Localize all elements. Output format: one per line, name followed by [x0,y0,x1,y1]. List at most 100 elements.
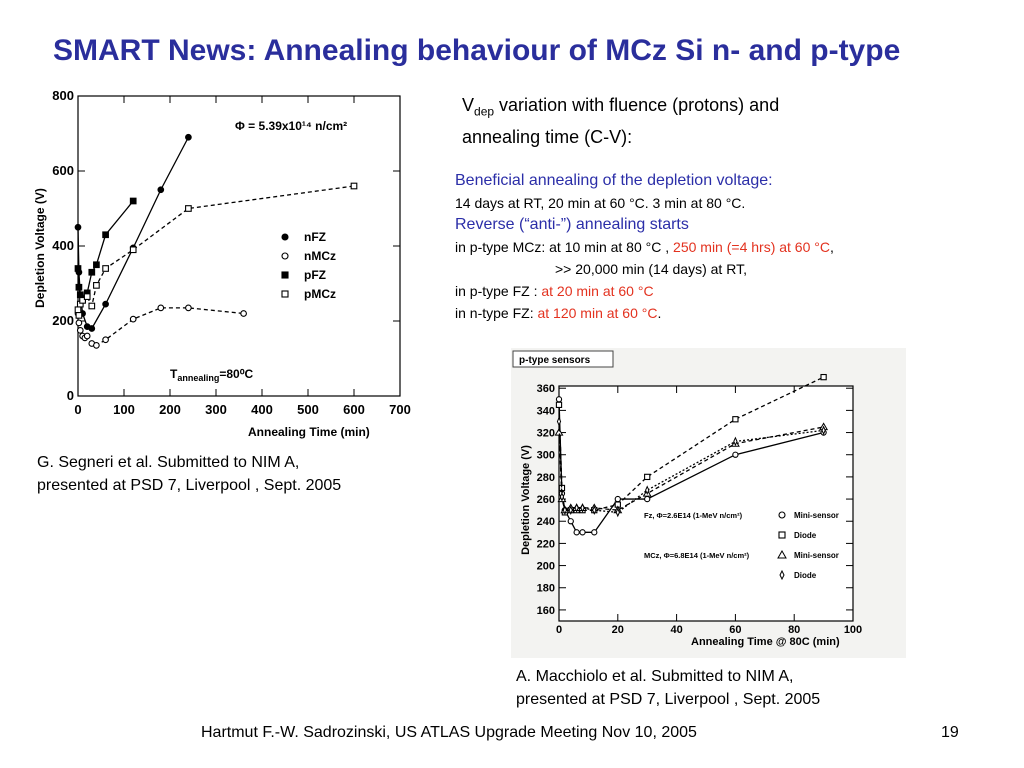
chart1-data-point [157,186,165,194]
chart1-x-tick-label: 500 [297,402,319,417]
chart1-data-point [79,297,86,304]
chart2-legend: Fz, Φ=2.6E14 (1-MeV n/cm²) Mini-sensor Dio… [644,511,839,581]
annealing-notes: Beneficial annealing of the depletion vo… [455,170,834,324]
chart2-x-tick-label: 60 [729,624,741,636]
chart1-y-tick-label: 400 [52,238,74,253]
chart2-data-point [555,401,563,408]
chart2-series-line [558,421,824,514]
notes-heading-reverse: Reverse (“anti-”) annealing starts [455,216,689,233]
chart2-legend-label: Mini-sensor [794,511,839,520]
chart1-legend-marker [281,252,289,260]
chart2-data-point [555,396,563,403]
chart2-series-line [558,426,824,512]
chart2-x-tick-label: 80 [788,624,800,636]
chart2-y-tick-label: 320 [537,428,555,440]
chart2-data-point [591,529,598,536]
notes-line-room-temp: >> 20,000 min (14 days) at RT, [555,261,747,277]
chart2-data-point [562,505,568,515]
chart1-x-tick-label: 200 [159,402,181,417]
chart1-y-tick-label: 600 [52,163,74,178]
vdep-v: V [462,95,475,115]
chart2-legend-label: Mini-sensor [794,551,839,560]
chart1-data-point [74,223,82,231]
chart1-x-axis-label: Annealing Time (min) [248,425,370,439]
chart2-x-tick-label: 40 [670,624,682,636]
chart2-data-point [820,373,827,381]
chart2-data-point [733,436,738,447]
chart2-data-point [556,416,562,427]
chart2-series [554,373,829,536]
chart1-data-point [129,197,137,205]
caption-right: A. Macchiolo et al. Submitted to NIM A, … [516,665,820,711]
chart1-data-point [88,268,96,276]
footer-author: Hartmut F.-W. Sadrozinski, US ATLAS Upgr… [201,724,697,741]
chart1-data-point [185,133,192,141]
chart1-legend-marker [281,233,289,241]
caption-left: G. Segneri et al. Submitted to NIM A, pr… [37,451,341,497]
chart2-panel-label-box [512,350,614,368]
chart2-plot-frame [558,385,854,622]
chart1-x-tick-label: 100 [113,402,135,417]
chart2-data-point [821,425,826,436]
chart1-data-point [157,304,165,312]
chart-p-type-sensors: p-type sensors 0 20 40 60 80 100 160 180 200 220 2… [511,348,906,658]
chart1-y-axis-label: Depletion Voltage (V) [33,188,47,308]
caption-left-line2: presented at PSD 7, Liverpool , Sept. 20… [37,477,342,494]
chart1-data-point [240,310,247,317]
vdep-description: Vdep variation with fluence (protons) an… [462,93,779,150]
chart1-data-point [88,325,96,332]
chart2-panel-label: p-type sensors [519,355,591,366]
chart2-y-tick-label: 280 [537,472,555,484]
chart1-fluence-annotation: Φ = 5.39x10¹⁴ n/cm² [235,119,347,133]
caption-left-line1: G. Segneri et al. Submitted to NIM A, [37,454,300,471]
chart2-data-point [567,518,574,525]
chart1-temperature-annotation: Tannealing=80⁰C [170,367,254,383]
chart2-y-tick-label: 240 [537,516,555,528]
chart1-data-point [88,302,96,310]
chart1-data-point [102,300,109,308]
chart1-plot-frame [77,95,401,397]
chart2-data-point [644,473,651,481]
chart1-data-point [102,336,109,344]
chart1-legend-marker [281,290,289,298]
notes-line-pmcz: in p-type MCz: at 10 min at 80 °C , 250 … [455,239,834,255]
chart2-y-axis-label: Depletion Voltage (V) [520,445,532,555]
chart1-data-point [129,315,137,323]
chart1-x-tick-label: 400 [251,402,273,417]
chart1-y-tick-label: 200 [52,313,74,328]
chart1-data-point [93,342,100,349]
chart1-legend-marker [281,271,289,279]
footer-page-number: 19 [941,724,959,741]
slide-title: SMART News: Annealing behaviour of MCz S… [53,34,901,67]
chart2-y-tick-label: 360 [537,383,555,395]
chart1-data-point [75,283,83,291]
vdep-line2: annealing time (C-V): [462,126,633,147]
chart2-legend-group: MCz, Φ=6.8E14 (1-MeV n/cm²) [644,551,750,560]
chart2-data-point [732,451,739,458]
chart2-y-tick-label: 160 [537,605,555,617]
chart2-legend-marker [777,549,787,559]
chart2-legend-marker [779,569,785,581]
chart1-data-point [74,306,82,314]
chart1-data-point [76,327,84,334]
chart2-legend-group: Fz, Φ=2.6E14 (1-MeV n/cm²) [644,511,743,520]
notes-line-pfz: in p-type FZ : at 20 min at 60 °C [455,283,654,299]
chart2-y-tick-label: 220 [537,538,555,550]
chart2-legend-marker [778,531,786,539]
chart2-y-tick-label: 260 [537,494,555,506]
chart1-data-point [350,182,358,190]
chart1-data-point [185,304,192,312]
chart2-data-point [559,492,565,502]
chart1-x-tick-label: 600 [343,402,365,417]
chart2-y-tick-label: 300 [537,450,555,462]
chart2-legend-label: Diode [794,571,817,580]
chart2-series-3 [556,416,826,518]
chart2-legend-label: Diode [794,531,817,540]
caption-right-line1: A. Macchiolo et al. Submitted to NIM A, [516,668,794,685]
chart1-data-point [129,246,137,254]
chart1-x-tick-label: 300 [205,402,227,417]
chart2-data-point [645,485,650,496]
notes-heading-beneficial: Beneficial annealing of the depletion vo… [455,172,773,189]
chart2-data-point [732,416,739,423]
